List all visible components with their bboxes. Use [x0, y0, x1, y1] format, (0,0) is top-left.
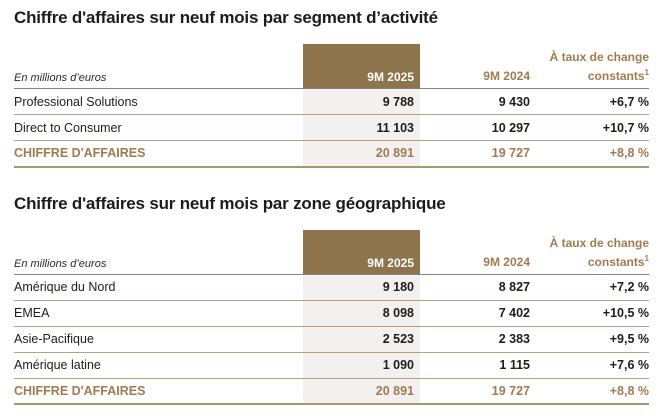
value-change: +7,6 % [530, 352, 649, 379]
column-header-constant-rates: À taux de change constants1 [530, 229, 649, 275]
column-header-9m2024: 9M 2024 [420, 44, 530, 89]
value-9m2025: 2 523 [303, 326, 420, 353]
table-row: Direct to Consumer 11 103 10 297 +10,7 % [14, 114, 649, 141]
total-9m2024: 19 727 [420, 378, 530, 405]
total-label: CHIFFRE D'AFFAIRES [14, 140, 303, 168]
column-header-9m2025: 9M 2025 [303, 44, 420, 89]
value-change: +6,7 % [530, 88, 649, 115]
value-9m2024: 9 430 [420, 88, 530, 115]
document-page: Chiffre d'affaires sur neuf mois par seg… [14, 8, 649, 405]
footnote-marker: 1 [644, 68, 649, 77]
total-change: +8,8 % [530, 140, 649, 168]
total-label: CHIFFRE D'AFFAIRES [14, 378, 303, 405]
segment-table-title: Chiffre d'affaires sur neuf mois par seg… [14, 8, 438, 27]
total-9m2025: 20 891 [303, 378, 420, 405]
unit-label: En millions d’euros [14, 229, 303, 275]
row-label: Direct to Consumer [14, 114, 303, 141]
value-9m2025: 8 098 [303, 300, 420, 327]
table-header: En millions d’euros 9M 2025 9M 2024 À ta… [14, 229, 649, 275]
row-label: Amérique latine [14, 352, 303, 379]
total-change: +8,8 % [530, 378, 649, 405]
value-9m2025: 11 103 [303, 114, 420, 141]
total-9m2024: 19 727 [420, 140, 530, 168]
value-change: +7,2 % [530, 274, 649, 301]
row-label: EMEA [14, 300, 303, 327]
footnote-marker: 1 [644, 253, 649, 263]
column-header-constant-rates: À taux de change constants1 [530, 44, 649, 89]
value-change: +10,5 % [530, 300, 649, 327]
table-row: Professional Solutions 9 788 9 430 +6,7 … [14, 88, 649, 115]
row-label: Amérique du Nord [14, 274, 303, 301]
row-label: Professional Solutions [14, 88, 303, 115]
value-9m2024: 2 383 [420, 326, 530, 353]
unit-label: En millions d’euros [14, 44, 303, 89]
value-change: +9,5 % [530, 326, 649, 353]
value-9m2024: 8 827 [420, 274, 530, 301]
value-9m2025: 9 180 [303, 274, 420, 301]
table-row: Amérique latine 1 090 1 115 +7,6 % [14, 352, 649, 379]
table-header: En millions d’euros 9M 2025 9M 2024 À ta… [14, 44, 649, 89]
value-9m2024: 7 402 [420, 300, 530, 327]
table-row: Asie-Pacifique 2 523 2 383 +9,5 % [14, 326, 649, 353]
row-label: Asie-Pacifique [14, 326, 303, 353]
value-9m2024: 1 115 [420, 352, 530, 379]
total-row: CHIFFRE D'AFFAIRES 20 891 19 727 +8,8 % [14, 140, 649, 168]
table-row: Amérique du Nord 9 180 8 827 +7,2 % [14, 274, 649, 301]
geography-table-title: Chiffre d'affaires sur neuf mois par zon… [14, 193, 446, 213]
total-row: CHIFFRE D'AFFAIRES 20 891 19 727 +8,8 % [14, 378, 649, 405]
value-9m2024: 10 297 [420, 114, 530, 141]
revenue-by-segment-table: En millions d’euros 9M 2025 9M 2024 À ta… [14, 44, 649, 168]
column-header-9m2024: 9M 2024 [420, 229, 530, 275]
value-change: +10,7 % [530, 114, 649, 141]
table-row: EMEA 8 098 7 402 +10,5 % [14, 300, 649, 327]
column-header-9m2025: 9M 2025 [303, 229, 420, 275]
value-9m2025: 1 090 [303, 352, 420, 379]
revenue-by-geography-table: En millions d’euros 9M 2025 9M 2024 À ta… [14, 229, 649, 405]
total-9m2025: 20 891 [303, 140, 420, 168]
value-9m2025: 9 788 [303, 88, 420, 115]
